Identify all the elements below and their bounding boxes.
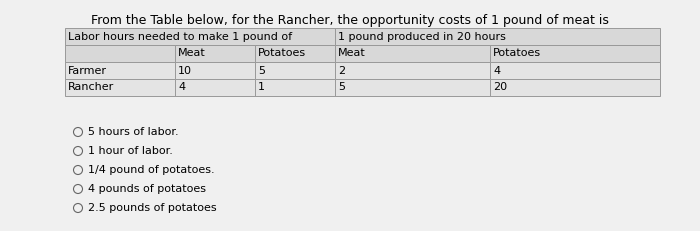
Text: Meat: Meat (178, 49, 206, 58)
Bar (65, 62, 175, 79)
Text: Farmer: Farmer (68, 66, 107, 76)
Bar (490, 62, 660, 79)
Text: 2.5 pounds of potatoes: 2.5 pounds of potatoes (88, 203, 216, 213)
Bar (255, 79, 335, 96)
Bar (335, 79, 490, 96)
Bar (255, 45, 335, 62)
Text: 4: 4 (178, 82, 185, 92)
Text: 4: 4 (493, 66, 500, 76)
Text: Rancher: Rancher (68, 82, 114, 92)
Bar (65, 45, 175, 62)
Text: Meat: Meat (338, 49, 365, 58)
Text: Potatoes: Potatoes (493, 49, 541, 58)
Bar (255, 62, 335, 79)
Bar (175, 45, 255, 62)
Bar (335, 28, 660, 45)
Bar (65, 79, 175, 96)
Bar (335, 45, 490, 62)
Bar (65, 28, 335, 45)
Text: 5 hours of labor.: 5 hours of labor. (88, 127, 178, 137)
Text: 1/4 pound of potatoes.: 1/4 pound of potatoes. (88, 165, 214, 175)
Bar (490, 79, 660, 96)
Bar (175, 62, 255, 79)
Text: From the Table below, for the Rancher, the opportunity costs of 1 pound of meat : From the Table below, for the Rancher, t… (91, 14, 609, 27)
Text: 5: 5 (258, 66, 265, 76)
Text: 1: 1 (258, 82, 265, 92)
Text: Labor hours needed to make 1 pound of: Labor hours needed to make 1 pound of (68, 31, 292, 42)
Text: 4 pounds of potatoes: 4 pounds of potatoes (88, 184, 206, 194)
Text: Potatoes: Potatoes (258, 49, 306, 58)
Text: 5: 5 (338, 82, 345, 92)
Bar (335, 62, 490, 79)
Bar (490, 45, 660, 62)
Text: 10: 10 (178, 66, 192, 76)
Text: 20: 20 (493, 82, 507, 92)
Text: 1 pound produced in 20 hours: 1 pound produced in 20 hours (338, 31, 506, 42)
Text: 2: 2 (338, 66, 345, 76)
Text: 1 hour of labor.: 1 hour of labor. (88, 146, 172, 156)
Bar (175, 79, 255, 96)
